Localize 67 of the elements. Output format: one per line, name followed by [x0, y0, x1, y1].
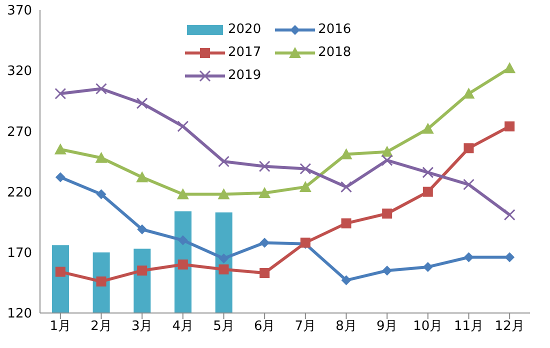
point	[260, 238, 270, 248]
legend-label: 2016	[318, 22, 352, 37]
x-tick-label: 7月	[294, 319, 316, 334]
x-tick-label: 4月	[172, 319, 194, 334]
point	[218, 253, 229, 264]
legend-label: 2019	[228, 68, 262, 83]
point	[218, 156, 230, 168]
point	[299, 180, 312, 192]
point	[464, 143, 474, 154]
x-tick-label: 10月	[413, 319, 443, 334]
point	[136, 98, 148, 110]
x-tick-label: 11月	[454, 319, 484, 334]
point	[95, 152, 108, 163]
x-tick-label: 1月	[50, 319, 72, 334]
point	[341, 218, 352, 228]
y-tick-label: 220	[7, 185, 32, 200]
point	[54, 88, 66, 100]
point	[55, 172, 66, 182]
point	[504, 62, 516, 74]
point	[462, 88, 475, 99]
point	[137, 266, 148, 276]
x-tick-label: 6月	[254, 319, 276, 334]
point	[382, 208, 392, 219]
y-tick-label: 320	[7, 64, 32, 80]
point	[504, 209, 516, 221]
point	[422, 122, 434, 134]
point	[300, 163, 312, 175]
point	[96, 83, 107, 95]
legend-label: 2020	[228, 22, 262, 37]
point	[258, 160, 270, 172]
y-tick-label: 120	[7, 306, 32, 322]
point	[504, 121, 515, 132]
point	[218, 188, 230, 200]
x-tick-label: 5月	[213, 319, 234, 334]
point	[137, 224, 148, 234]
point	[422, 186, 433, 197]
x-tick-label: 8月	[336, 319, 357, 334]
point	[341, 275, 352, 286]
y-tick-label: 370	[7, 4, 32, 19]
point	[176, 188, 189, 200]
point	[178, 235, 188, 246]
x-tick-label: 9月	[376, 319, 398, 334]
point	[178, 260, 188, 270]
x-tick-label: 3月	[131, 319, 153, 334]
point	[340, 181, 352, 193]
x-tick-label: 2月	[90, 319, 112, 334]
point	[177, 120, 189, 132]
point	[382, 266, 392, 276]
y-tick-label: 170	[7, 246, 32, 262]
point	[422, 262, 433, 272]
point	[258, 187, 271, 198]
point	[381, 154, 393, 166]
point	[463, 178, 474, 190]
point	[422, 166, 434, 178]
point	[260, 268, 270, 278]
point	[54, 143, 66, 154]
point	[136, 171, 148, 182]
x-tick-label: 12月	[494, 319, 524, 334]
legend-label: 2017	[228, 45, 262, 60]
point	[55, 266, 66, 277]
point	[464, 252, 474, 262]
point	[96, 276, 106, 286]
y-tick-label: 270	[7, 124, 32, 140]
point	[504, 252, 515, 262]
legend-label: 2018	[318, 45, 352, 60]
point	[218, 264, 229, 274]
point	[96, 189, 106, 200]
